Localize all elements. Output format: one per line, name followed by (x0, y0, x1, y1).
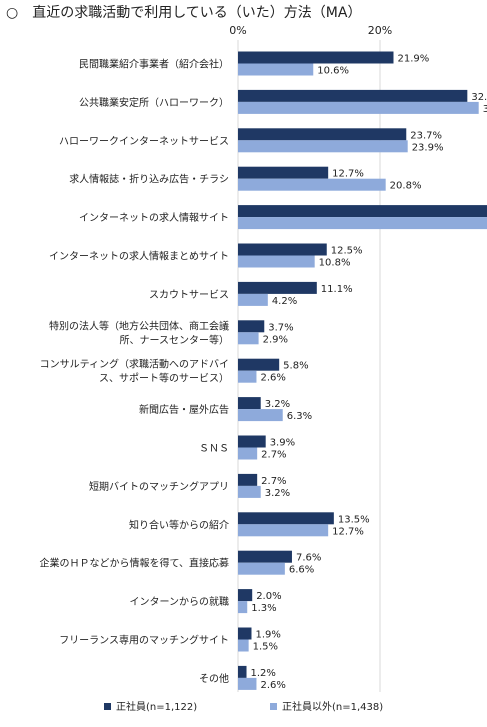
value-labels: 21.9%32.3%23.7%12.7%46.0%12.5%11.1%3.7%5… (251, 54, 487, 691)
bar-seikei-igai (238, 178, 386, 191)
category-label: 民間職業紹介事業者（紹介会社） (79, 58, 229, 71)
data-label: 4.2% (272, 296, 297, 307)
bar-seikei (238, 320, 265, 333)
data-label: 10.6% (317, 66, 349, 77)
category-label: 特別の法人等（地方公共団体、商工会議 (49, 319, 229, 332)
bar-seikei-igai (238, 447, 258, 460)
data-label: 10.8% (319, 258, 351, 269)
bar-seikei-igai (238, 562, 285, 575)
bar-seikei (238, 550, 292, 563)
data-label: 2.7% (261, 476, 286, 487)
category-label: フリーランス専用のマッチングサイト (59, 634, 229, 647)
bar-seikei-igai (238, 293, 268, 306)
data-label: 3.2% (265, 488, 290, 499)
legend-swatch (270, 703, 277, 710)
category-label: 知り合い等からの紹介 (129, 518, 229, 531)
x-axis-ticks: 0%20%40%60% (229, 24, 392, 37)
bar-seikei (238, 665, 247, 678)
category-label: ＳＮＳ (199, 444, 229, 455)
data-label: 3.7% (268, 322, 293, 333)
bar-seikei-igai (238, 255, 315, 268)
category-label: スカウトサービス (149, 289, 229, 301)
x-tick-label: 0% (229, 24, 246, 37)
data-label: 5.8% (283, 361, 308, 372)
data-label: 2.6% (260, 680, 285, 691)
bar-seikei-igai (238, 140, 408, 153)
category-label: 所、ナースセンター等） (120, 333, 230, 346)
data-label: 3.9% (270, 438, 295, 449)
bar-seikei (238, 627, 252, 640)
category-label: ハローワークインターネットサービス (59, 135, 229, 147)
data-label: 12.7% (332, 169, 364, 180)
data-label: 23.7% (410, 130, 442, 141)
legend-label: 正社員(n=1,122) (116, 700, 197, 713)
category-label: コンサルティング（求職活動へのアドバイ (40, 358, 229, 371)
bar-seikei (238, 205, 487, 218)
category-label: インターネットの求人情報まとめサイト (49, 250, 229, 263)
bar-seikei (238, 473, 258, 486)
data-label: 6.6% (289, 565, 314, 576)
bar-seikei (238, 89, 468, 102)
chart-title: ○ 直近の求職活動で利用している（いた）方法（MA） (6, 4, 361, 21)
category-label: 公共職業安定所（ハローワーク） (79, 96, 229, 109)
category-label: 求人情報誌・折り込み広告・チラシ (69, 173, 229, 186)
data-label: 6.3% (287, 411, 312, 422)
bar-seikei (238, 397, 261, 410)
legend-swatch (104, 703, 111, 710)
data-label: 1.9% (255, 630, 280, 641)
bar-seikei (238, 281, 317, 294)
bar-seikei-igai (238, 370, 257, 383)
data-label: 2.6% (260, 373, 285, 384)
category-label: インターンからの就職 (130, 595, 230, 608)
data-label: 12.5% (331, 246, 363, 257)
bar-seikei-igai (238, 639, 249, 652)
data-label: 32.3% (471, 92, 487, 103)
bar-seikei-igai (238, 524, 329, 537)
data-label: 20.8% (390, 181, 422, 192)
bar-seikei-igai (238, 409, 283, 422)
data-label: 1.5% (253, 642, 278, 653)
category-label: インターネットの求人情報サイト (79, 211, 229, 224)
bar-seikei-igai (238, 677, 257, 690)
category-label: その他 (199, 672, 229, 685)
category-labels: 民間職業紹介事業者（紹介会社） 公共職業安定所（ハローワーク） ハローワークインター… (40, 58, 230, 685)
data-label: 1.3% (251, 603, 276, 614)
data-label: 12.7% (332, 526, 364, 537)
data-label: 2.0% (256, 591, 281, 602)
bar-seikei (238, 128, 407, 141)
category-label: 新聞広告・屋外広告 (139, 403, 229, 416)
legend-label: 正社員以外(n=1,438) (282, 700, 383, 713)
data-label: 7.6% (296, 553, 321, 564)
bar-seikei (238, 51, 394, 64)
data-label: 3.2% (265, 399, 290, 410)
data-label: 1.2% (251, 668, 276, 679)
category-label: ス、サポート等のサービス） (99, 372, 229, 385)
data-label: 23.9% (412, 142, 444, 153)
bar-seikei-igai (238, 332, 259, 345)
legend: 正社員(n=1,122) 正社員以外(n=1,438) (104, 700, 383, 713)
data-label: 2.9% (263, 334, 288, 345)
bar-seikei-igai (238, 217, 487, 230)
data-label: 11.1% (321, 284, 353, 295)
bar-seikei (238, 512, 334, 525)
category-label: 短期バイトのマッチングアプリ (89, 480, 229, 493)
bar-seikei-igai (238, 601, 248, 614)
data-label: 2.7% (261, 450, 286, 461)
data-label: 21.9% (397, 54, 429, 65)
bars (238, 51, 487, 690)
x-tick-label: 20% (368, 24, 392, 37)
bar-seikei-igai (238, 101, 479, 114)
data-label: 13.5% (338, 514, 370, 525)
category-label: 企業のＨＰなどから情報を得て、直接応募 (40, 557, 230, 570)
bar-seikei (238, 358, 280, 371)
bar-seikei (238, 166, 329, 179)
bar-seikei-igai (238, 63, 314, 76)
bar-seikei (238, 243, 327, 256)
bar-seikei (238, 589, 253, 602)
data-label: 33.9% (483, 104, 487, 115)
bar-seikei-igai (238, 485, 261, 498)
bar-seikei (238, 435, 266, 448)
